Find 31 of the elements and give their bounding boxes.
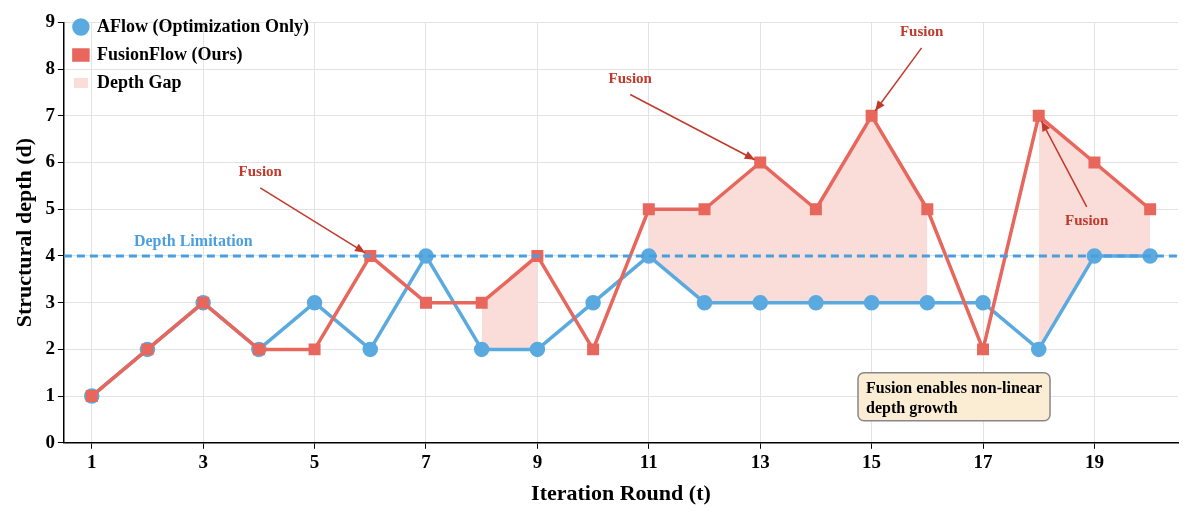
x-axis-title: Iteration Round (t) bbox=[531, 480, 711, 506]
annotation: Fusion bbox=[238, 162, 283, 179]
x-tick-label: 15 bbox=[862, 451, 882, 473]
y-tick-label: 1 bbox=[45, 384, 55, 405]
x-tick-label: 17 bbox=[973, 451, 994, 473]
y-axis-title: Structural depth (d) bbox=[10, 137, 36, 328]
annotation: Fusion enables non-linear depth growth bbox=[866, 378, 1043, 417]
y-tick-label: 8 bbox=[45, 57, 55, 79]
x-tick-label: 13 bbox=[750, 451, 770, 473]
annotation: Fusion bbox=[899, 22, 944, 39]
x-tick-label: 3 bbox=[198, 451, 208, 473]
ref-line-label: Depth Limitation bbox=[133, 231, 253, 250]
y-tick-label: 3 bbox=[45, 290, 55, 312]
legend-label: Depth Gap bbox=[96, 71, 182, 92]
x-tick-label: 5 bbox=[309, 451, 320, 473]
y-tick-label: 9 bbox=[45, 10, 55, 32]
x-tick-label: 9 bbox=[532, 451, 543, 473]
annotation: Fusion bbox=[608, 69, 653, 86]
y-tick-label: 7 bbox=[45, 103, 56, 125]
y-tick-label: 4 bbox=[45, 243, 56, 265]
y-tick-label: 6 bbox=[45, 150, 55, 172]
x-tick-label: 7 bbox=[421, 451, 432, 473]
x-tick-label: 1 bbox=[87, 451, 97, 473]
y-tick-label: 0 bbox=[45, 430, 55, 452]
y-tick-label: 2 bbox=[45, 337, 55, 359]
legend-label: AFlow (Optimization Only) bbox=[96, 15, 309, 37]
x-tick-label: 19 bbox=[1084, 451, 1104, 473]
y-tick-label: 5 bbox=[45, 197, 55, 219]
x-tick-label: 11 bbox=[639, 451, 658, 473]
annotation: Fusion bbox=[1065, 211, 1110, 228]
legend-label: FusionFlow (Ours) bbox=[96, 43, 243, 65]
